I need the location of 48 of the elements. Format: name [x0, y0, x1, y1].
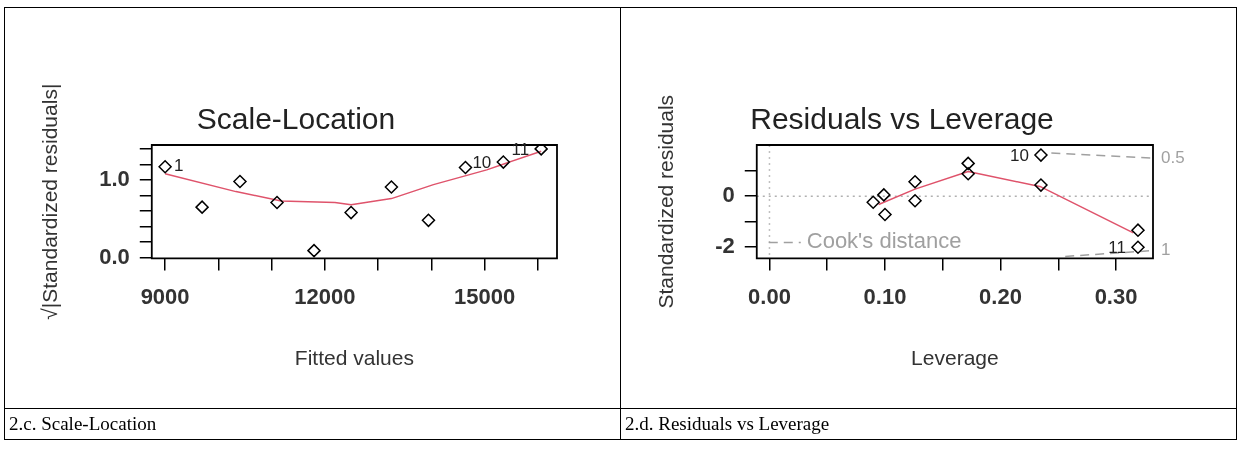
- point: [908, 193, 922, 208]
- annotation: 10: [1010, 145, 1029, 165]
- point: [961, 166, 975, 181]
- x-tick-label: 0.20: [979, 283, 1022, 309]
- point: [961, 156, 975, 171]
- chart-title: Residuals vs Leverage: [750, 102, 1054, 136]
- point: [307, 243, 321, 258]
- point: [866, 195, 880, 209]
- point: [877, 188, 891, 202]
- x-axis-title: Fitted values: [294, 346, 414, 370]
- y-axis-title: Standardized residuals: [654, 94, 678, 309]
- x-axis-title: Leverage: [911, 346, 999, 370]
- x-tick-label: 9000: [140, 283, 190, 309]
- point: [344, 205, 358, 220]
- point: [384, 180, 399, 194]
- x-tick-label: 12000: [294, 283, 356, 309]
- y-tick-label: 0.0: [99, 243, 130, 269]
- text: 2.d. Residuals vs Leverage: [625, 412, 831, 436]
- point: [233, 174, 247, 189]
- chart-title: Scale-Location: [196, 102, 396, 136]
- x-tick-label: 0.10: [863, 283, 907, 309]
- annotation: 11: [1108, 238, 1126, 257]
- y-tick-label: 1.0: [99, 166, 130, 192]
- point: [421, 213, 436, 228]
- annotation: 0.5: [1161, 147, 1185, 167]
- y-axis-title: √|Standardized residuals|: [38, 83, 62, 320]
- x-tick-label: 15000: [453, 283, 516, 309]
- point: [1034, 178, 1048, 192]
- x-tick-label: 0.00: [748, 283, 791, 309]
- text: 2.c. Scale-Location: [9, 412, 158, 436]
- x-tick-label: 0.30: [1094, 283, 1138, 309]
- y-tick-label: -2: [715, 232, 735, 258]
- point: [496, 155, 511, 169]
- legend-label: Cook's distance: [806, 228, 962, 254]
- point: [1131, 240, 1145, 255]
- point: [534, 145, 548, 156]
- annotation: 1: [174, 156, 184, 176]
- point: [1131, 223, 1145, 237]
- point: [458, 160, 473, 175]
- point: [1034, 148, 1048, 162]
- point: [158, 160, 172, 174]
- point: [270, 195, 284, 210]
- annotation: 1: [1161, 240, 1171, 260]
- point: [908, 175, 922, 189]
- point: [195, 200, 209, 214]
- y-tick-label: 0: [722, 182, 735, 208]
- point: [878, 207, 892, 222]
- annotation: 10: [472, 152, 492, 172]
